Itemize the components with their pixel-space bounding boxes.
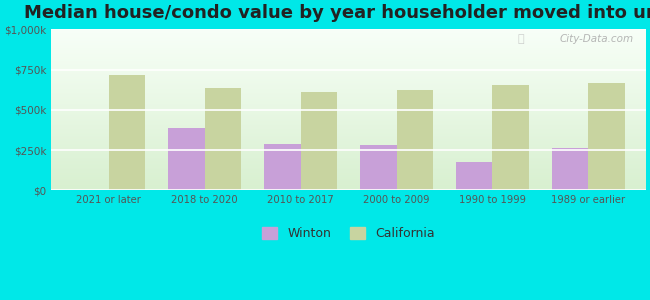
Text: City-Data.com: City-Data.com: [560, 34, 634, 44]
Bar: [168, 128, 205, 190]
Bar: [205, 88, 241, 190]
Bar: [456, 162, 493, 190]
Bar: [300, 92, 337, 190]
Bar: [109, 75, 145, 190]
Bar: [360, 145, 396, 190]
Text: ⓘ: ⓘ: [517, 34, 524, 44]
Bar: [588, 83, 625, 190]
Bar: [493, 85, 529, 190]
Legend: Winton, California: Winton, California: [257, 222, 439, 245]
Bar: [264, 144, 300, 190]
Bar: [552, 148, 588, 190]
Title: Median house/condo value by year householder moved into unit: Median house/condo value by year househo…: [24, 4, 650, 22]
Bar: [396, 90, 433, 190]
